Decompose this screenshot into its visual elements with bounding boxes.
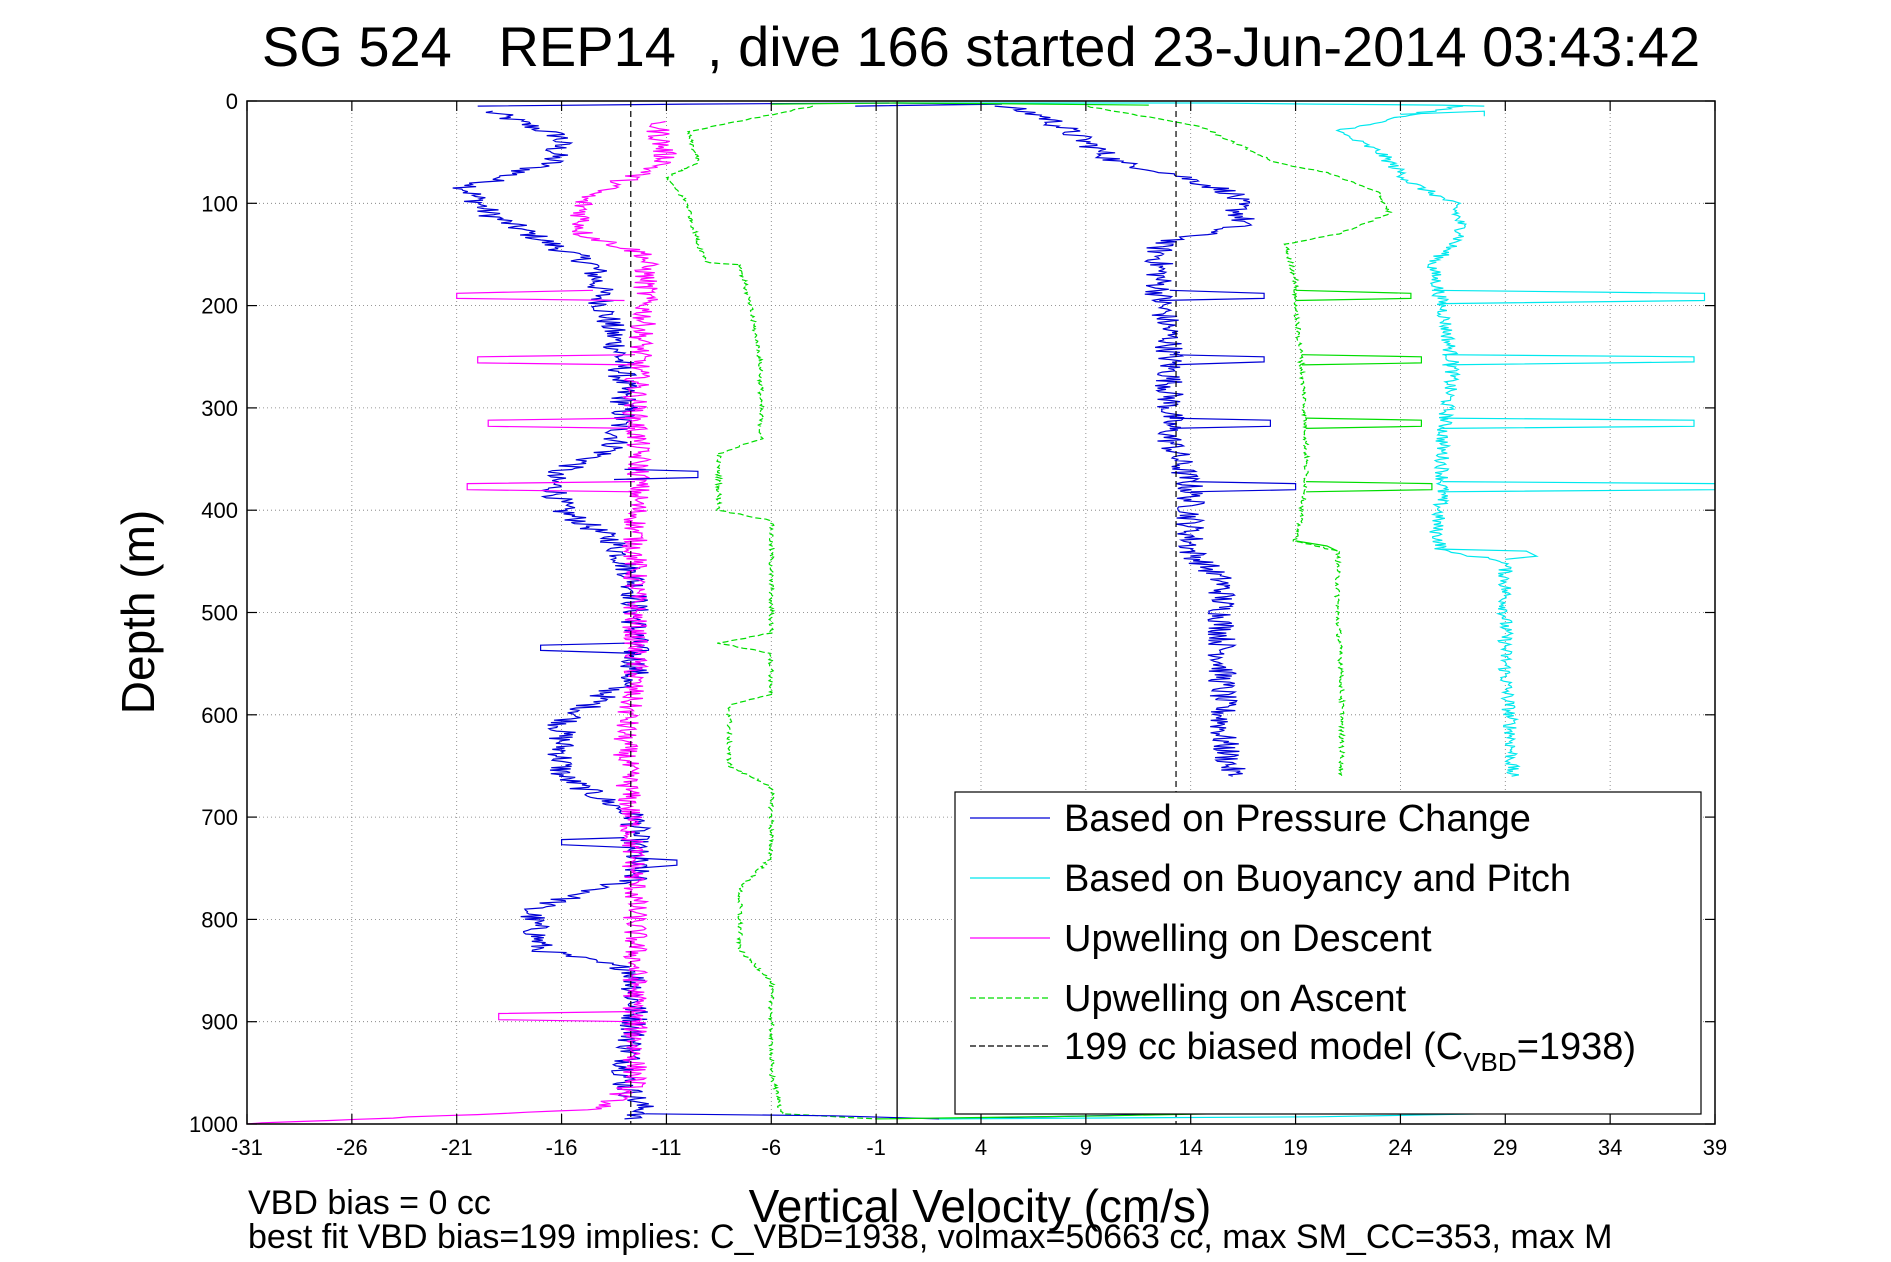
legend-label: Based on Pressure Change bbox=[1064, 798, 1531, 840]
series-line bbox=[665, 105, 877, 1120]
x-tick-label: 14 bbox=[1178, 1135, 1202, 1160]
y-tick-label: 600 bbox=[201, 703, 238, 728]
series-line bbox=[994, 105, 1255, 777]
y-axis-label: Depth (m) bbox=[112, 510, 164, 714]
x-tick-label: -31 bbox=[231, 1135, 263, 1160]
y-tick-label: 400 bbox=[201, 498, 238, 523]
legend: Based on Pressure Change Based on Buoyanc… bbox=[954, 791, 1702, 1115]
y-tick-label: 100 bbox=[201, 191, 238, 216]
y-tick-label: 500 bbox=[201, 601, 238, 626]
series-line bbox=[452, 110, 654, 1120]
series-spike bbox=[477, 354, 636, 366]
series-spike bbox=[613, 468, 699, 481]
x-tick-label: 4 bbox=[975, 1135, 987, 1160]
data-series bbox=[247, 102, 1715, 1124]
chart-title: SG 524 REP14 , dive 166 started 23-Jun-2… bbox=[262, 15, 1700, 78]
series-line bbox=[1335, 105, 1521, 777]
x-tick-label: -16 bbox=[546, 1135, 578, 1160]
y-tick-label: 300 bbox=[201, 396, 238, 421]
series-spike bbox=[1169, 417, 1272, 429]
y-tick-label: 800 bbox=[201, 907, 238, 932]
series-spike bbox=[1306, 481, 1433, 493]
series-spike bbox=[560, 837, 636, 849]
vbd-bias-note: VBD bias = 0 cc bbox=[248, 1184, 491, 1222]
legend-box bbox=[954, 791, 1702, 1115]
x-tick-label: 24 bbox=[1388, 1135, 1412, 1160]
x-tick-label: 39 bbox=[1703, 1135, 1727, 1160]
x-tick-label: -26 bbox=[336, 1135, 368, 1160]
series-spike bbox=[1169, 354, 1265, 366]
y-tick-label: 0 bbox=[226, 89, 238, 114]
legend-label: Upwelling on Ascent bbox=[1064, 978, 1407, 1020]
series-spike bbox=[1442, 548, 1539, 560]
series-spike bbox=[1190, 481, 1297, 493]
series-spike bbox=[1442, 417, 1695, 429]
x-tick-label: -6 bbox=[762, 1135, 782, 1160]
y-tick-label: 700 bbox=[201, 805, 238, 830]
series-spike bbox=[456, 289, 625, 302]
y-tick-label: 1000 bbox=[189, 1112, 238, 1137]
x-tick-label: 9 bbox=[1080, 1135, 1092, 1160]
y-tick-label: 900 bbox=[201, 1010, 238, 1035]
x-tick-label: 29 bbox=[1493, 1135, 1517, 1160]
series-spike bbox=[771, 102, 1149, 106]
x-tick-label: -11 bbox=[651, 1135, 681, 1160]
x-tick-label: 19 bbox=[1283, 1135, 1307, 1160]
series-spike bbox=[1159, 289, 1265, 302]
series-spike bbox=[1306, 417, 1423, 429]
series-spike bbox=[539, 642, 636, 654]
series-spike bbox=[1301, 354, 1423, 366]
series-line bbox=[247, 120, 677, 1124]
x-axis-label: Vertical Velocity (cm/s) bbox=[749, 1180, 1212, 1232]
series-spike bbox=[1442, 354, 1695, 366]
best-fit-note: best fit VBD bias=199 implies: C_VBD=193… bbox=[248, 1218, 1612, 1256]
series-spike bbox=[634, 857, 678, 869]
series-spike bbox=[466, 481, 636, 493]
series-spike bbox=[1400, 110, 1485, 117]
legend-label: Based on Buoyancy and Pitch bbox=[1064, 858, 1571, 900]
series-spike bbox=[897, 102, 1485, 107]
series-spike bbox=[1431, 289, 1706, 305]
series-spike bbox=[1438, 481, 1715, 493]
x-tick-label: 34 bbox=[1598, 1135, 1622, 1160]
legend-label: Upwelling on Descent bbox=[1064, 918, 1432, 960]
series-spike bbox=[1295, 289, 1412, 302]
x-tick-label: -1 bbox=[866, 1135, 886, 1160]
x-axis-ticks: -31 -26 -21 -16 -11 -6 -1 4 9 14 19 24 29 34 39 bbox=[231, 101, 1727, 1160]
series-spike bbox=[487, 417, 636, 429]
y-tick-label: 200 bbox=[201, 294, 238, 319]
series-spike bbox=[498, 1010, 636, 1023]
y-axis-ticks: 0 100 200 300 400 500 600 700 800 900 1000 bbox=[189, 89, 1715, 1137]
legend-label: 199 cc biased model (CVBD=1938) bbox=[1064, 1026, 1636, 1077]
series-spike bbox=[1295, 540, 1338, 552]
series-line bbox=[1087, 105, 1393, 777]
x-tick-label: -21 bbox=[441, 1135, 473, 1160]
